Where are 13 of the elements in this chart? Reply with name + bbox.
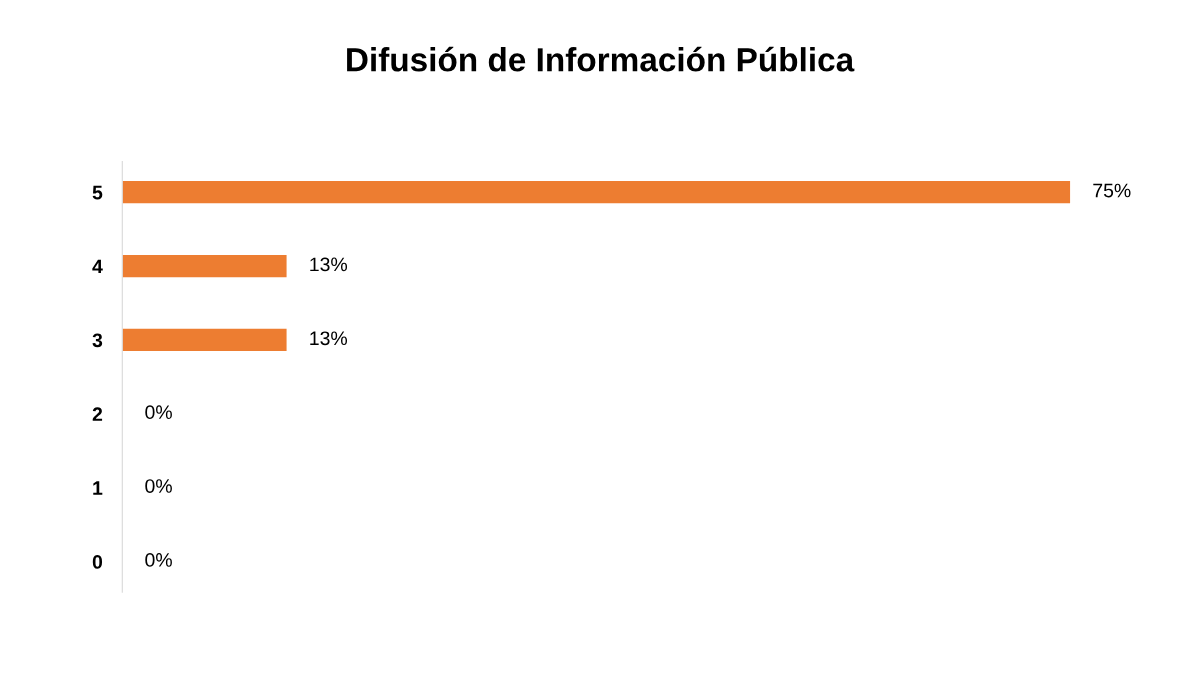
data-label: 13% (310, 331, 348, 346)
y-tick-label: 2 (92, 407, 103, 421)
data-label: 75% (1093, 183, 1131, 198)
data-label: 0% (145, 553, 172, 567)
y-tick-label: 3 (92, 333, 103, 348)
data-label: 13% (310, 257, 348, 272)
data-label: 0% (145, 405, 172, 420)
chart-title: Difusión de Información Pública (347, 46, 855, 72)
y-tick-label: 0 (92, 555, 103, 569)
y-tick-label: 5 (92, 185, 103, 200)
y-tick-label: 4 (92, 259, 103, 274)
data-label: 0% (145, 479, 172, 493)
y-tick-label: 1 (93, 481, 103, 495)
